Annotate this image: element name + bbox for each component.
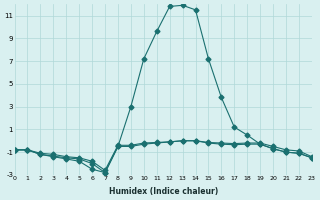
X-axis label: Humidex (Indice chaleur): Humidex (Indice chaleur)	[108, 187, 218, 196]
